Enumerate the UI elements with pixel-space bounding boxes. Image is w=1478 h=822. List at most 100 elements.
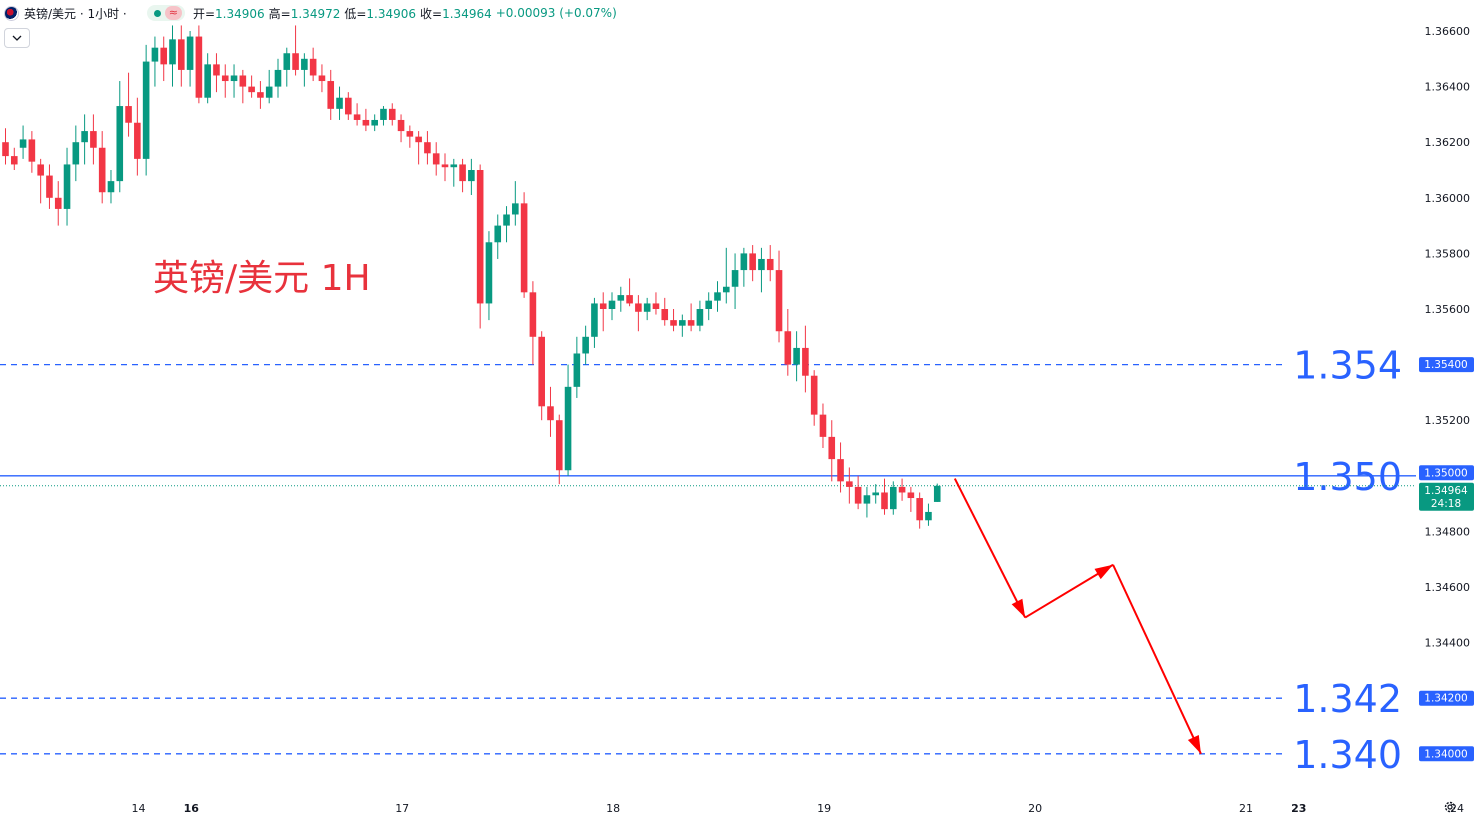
ohlc-high: 高=1.34972 <box>268 6 341 21</box>
candle <box>10 147 18 170</box>
candle-body <box>837 459 844 482</box>
candle <box>230 64 238 98</box>
candle <box>2 128 9 165</box>
candle-body <box>125 106 132 123</box>
candle-body <box>687 320 695 326</box>
price-tag-text: 1.34200 <box>1424 693 1467 705</box>
candle <box>828 420 836 482</box>
candle <box>740 247 748 287</box>
candle-body <box>881 492 888 510</box>
candle-body <box>740 253 748 271</box>
candle <box>107 170 115 204</box>
candle-body <box>898 486 906 493</box>
candle-body <box>872 492 880 496</box>
symbol-header: 英镑/美元 · 1小时 · ≈ 开=1.34906 高=1.34972 低=1.… <box>0 0 617 26</box>
price-tick-label: 1.36400 <box>1425 81 1471 94</box>
candle-body <box>582 336 589 354</box>
candle <box>274 58 282 98</box>
candle-body <box>178 39 185 70</box>
candle-body <box>195 36 203 98</box>
candle-body <box>345 97 352 115</box>
level-price-tag: 1.34200 <box>1419 690 1474 706</box>
candle <box>424 131 431 165</box>
date-tick-label: 21 <box>1239 802 1253 815</box>
candle <box>476 164 484 329</box>
candle-body <box>722 286 730 293</box>
date-tick-label: 19 <box>817 802 831 815</box>
candle <box>819 403 827 448</box>
price-tag-text: 24:18 <box>1431 498 1461 510</box>
candle <box>265 69 273 104</box>
candle <box>889 481 897 515</box>
candle <box>643 297 651 321</box>
candle-body <box>696 309 704 326</box>
candle-body <box>617 295 625 301</box>
candle <box>863 486 871 518</box>
candle-body <box>432 153 440 165</box>
candle-body <box>670 320 677 326</box>
candle <box>134 97 141 176</box>
candle <box>239 69 247 104</box>
candle <box>705 292 712 321</box>
candle <box>503 206 510 243</box>
candle-body <box>46 175 53 198</box>
chart-annotation-title: 英镑/美元 1H <box>153 258 371 299</box>
candle <box>283 47 291 87</box>
candle-body <box>2 142 9 157</box>
candle-body <box>309 58 317 76</box>
level-price-tag: 1.35000 <box>1419 465 1474 481</box>
price-tick-label: 1.34400 <box>1425 637 1471 650</box>
candle-body <box>63 164 71 209</box>
ohlc-close: 收=1.34964 <box>420 6 492 21</box>
date-tick-label: 23 <box>1291 802 1306 815</box>
candle-body <box>248 86 255 93</box>
price-axis: 1.36600 1.36400 1.36200 1.36000 1.35800 1.356… <box>1419 25 1474 762</box>
candle <box>591 297 598 348</box>
candle-body <box>134 122 141 159</box>
candle-body <box>731 270 739 287</box>
candle <box>169 25 176 87</box>
candle <box>37 158 44 204</box>
candle-body <box>353 114 361 120</box>
collapse-legend-button[interactable] <box>4 28 30 48</box>
candle-body <box>802 347 809 376</box>
candle <box>28 131 36 173</box>
candle-body <box>705 300 712 309</box>
status-pill[interactable]: ≈ <box>146 5 185 21</box>
approx-wave-icon: ≈ <box>164 6 182 20</box>
candle-body <box>274 69 282 87</box>
candle-body <box>415 136 422 143</box>
candle <box>925 503 932 526</box>
candle <box>854 475 862 510</box>
candle <box>406 125 414 148</box>
candle <box>432 142 440 176</box>
candle <box>90 114 97 165</box>
price-tick-label: 1.35800 <box>1425 247 1471 260</box>
price-tag-box <box>1419 746 1474 762</box>
candle-body <box>169 39 176 65</box>
candle <box>652 292 660 315</box>
candle-body <box>529 292 537 337</box>
symbol-title[interactable]: 英镑/美元 · 1小时 · <box>24 6 127 21</box>
candle <box>599 292 607 332</box>
candle-body <box>239 75 247 87</box>
candle-body <box>784 331 792 365</box>
candle-body <box>775 270 783 332</box>
price-tick-label: 1.36600 <box>1425 25 1471 38</box>
candle-body <box>213 64 220 76</box>
chart-settings-button[interactable] <box>1440 797 1460 817</box>
candle <box>933 483 941 502</box>
candle <box>98 131 106 204</box>
candle <box>661 297 669 326</box>
candle <box>353 103 361 126</box>
candle-body <box>424 142 431 154</box>
candle <box>459 158 466 193</box>
candle-body <box>221 75 229 82</box>
level-label: 1.340 <box>1293 733 1402 777</box>
candle <box>336 86 343 120</box>
price-tick-label: 1.36200 <box>1425 136 1471 149</box>
price-change: +0.00093 (+0.07%) <box>495 6 617 20</box>
price-tick-label: 1.35600 <box>1425 303 1471 316</box>
candle <box>125 72 132 137</box>
